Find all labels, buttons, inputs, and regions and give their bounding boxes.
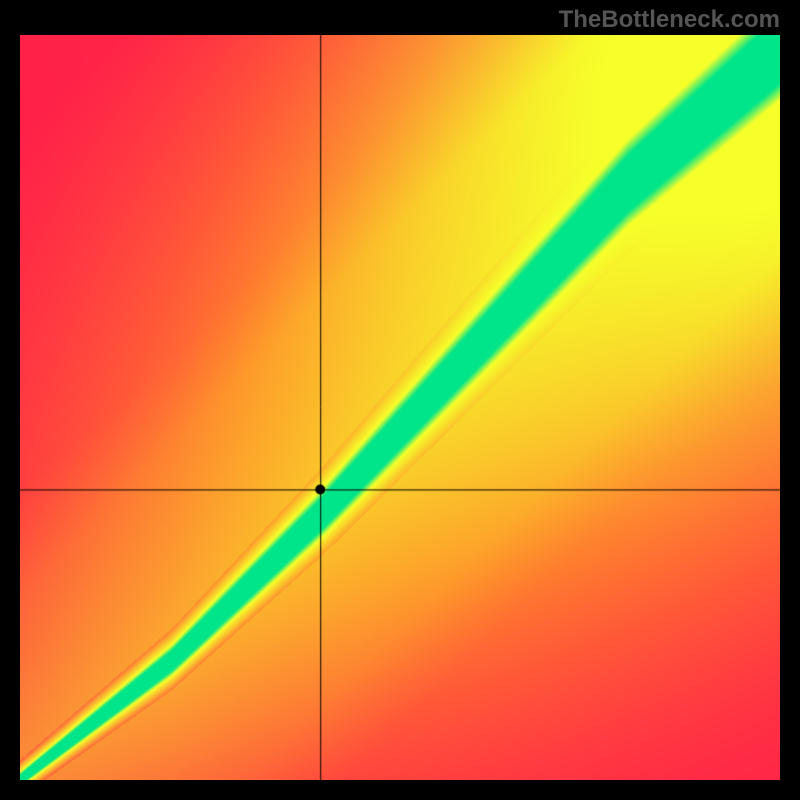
watermark-text: TheBottleneck.com	[559, 6, 780, 34]
chart-container: TheBottleneck.com	[0, 0, 800, 800]
heatmap-canvas	[20, 35, 780, 780]
plot-area	[20, 35, 780, 780]
